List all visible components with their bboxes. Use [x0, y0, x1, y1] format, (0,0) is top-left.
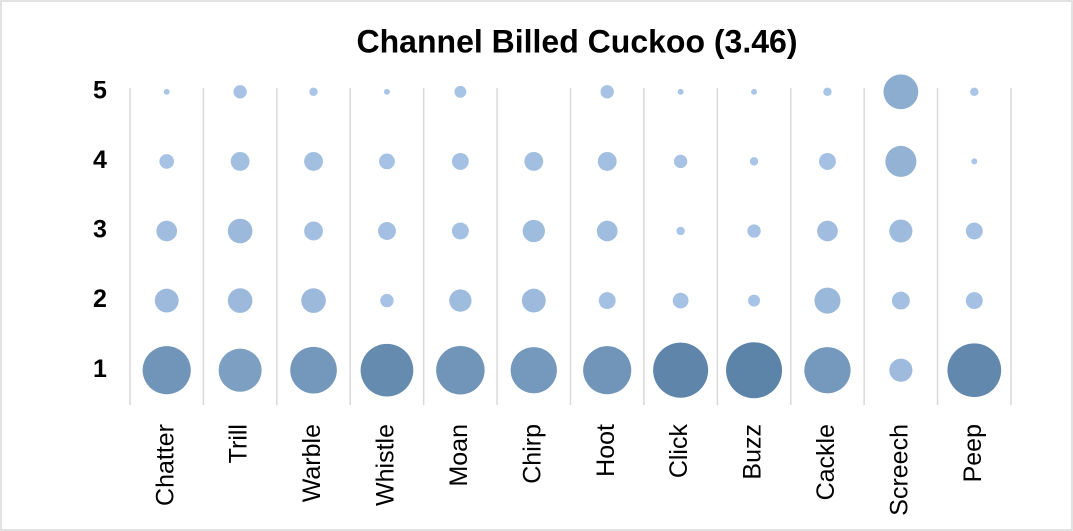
bubble [600, 85, 614, 99]
x-tick-label: Peep [959, 424, 987, 482]
x-tick-label: Buzz [739, 424, 767, 480]
bubble [154, 288, 179, 313]
bubble [751, 88, 758, 95]
x-tick-label: Hoot [592, 424, 620, 477]
bubble [883, 74, 919, 110]
bubble [379, 153, 395, 170]
y-tick-label: 1 [93, 355, 107, 383]
bubble [598, 292, 616, 310]
bubble [971, 158, 978, 165]
bubble [819, 152, 836, 170]
bubble [823, 87, 832, 97]
bubble [521, 288, 546, 313]
bubble [309, 87, 318, 97]
bubble [304, 221, 323, 241]
bubble [885, 145, 917, 177]
bubble [378, 222, 396, 240]
bubble [804, 347, 851, 394]
bubble [380, 293, 394, 308]
bubble [947, 343, 1002, 398]
bubble [817, 220, 838, 242]
y-tick-label: 5 [93, 76, 107, 104]
bubble [676, 226, 685, 236]
bubble [159, 154, 175, 169]
chart-title: Channel Billed Cuckoo (3.46) [357, 23, 798, 59]
bubble [522, 219, 545, 243]
bubble [383, 88, 390, 95]
bubble [596, 220, 618, 242]
bubble [301, 288, 326, 313]
bubble [747, 224, 761, 238]
bubble [597, 151, 617, 171]
bubble [436, 345, 485, 395]
bubble [677, 88, 684, 95]
x-tick-label: Warble [298, 424, 326, 502]
bubble [748, 294, 761, 307]
bubble [583, 346, 632, 395]
bubble [891, 291, 910, 310]
bubble [449, 289, 472, 312]
bubble [451, 222, 469, 240]
bubble [227, 218, 253, 244]
bubble [965, 292, 983, 310]
y-tick-label: 4 [93, 146, 107, 174]
bubble [454, 85, 467, 98]
x-tick-label: Chatter [151, 424, 179, 506]
bubble [451, 152, 469, 170]
bubble [889, 358, 913, 382]
bubble [163, 88, 170, 95]
bubble [970, 87, 979, 97]
x-tick-label: Moan [445, 424, 473, 487]
bubble [653, 342, 709, 398]
bubble [749, 157, 759, 166]
x-tick-label: Trill [225, 424, 253, 463]
bubble [218, 348, 262, 392]
bubble [726, 342, 783, 399]
x-tick-label: Cackle [812, 424, 840, 500]
bubble [304, 151, 323, 171]
y-tick-label: 2 [93, 285, 107, 313]
bubble [965, 222, 983, 240]
x-tick-label: Chirp [518, 424, 546, 484]
x-tick-label: Screech [885, 424, 913, 516]
bubble [156, 220, 178, 242]
x-tick-label: Whistle [372, 424, 400, 506]
bubble [524, 151, 544, 171]
y-tick-label: 3 [93, 216, 107, 244]
bubble [814, 287, 841, 314]
bubble [360, 343, 414, 397]
bubble [142, 346, 191, 395]
bubble [227, 288, 253, 313]
bubble [889, 219, 913, 243]
bubble [290, 346, 337, 394]
bubble [672, 292, 689, 309]
bubble [233, 85, 247, 99]
x-tick-label: Click [665, 424, 693, 479]
bubble [510, 347, 557, 394]
bubble [673, 154, 688, 169]
bubble [230, 151, 250, 171]
